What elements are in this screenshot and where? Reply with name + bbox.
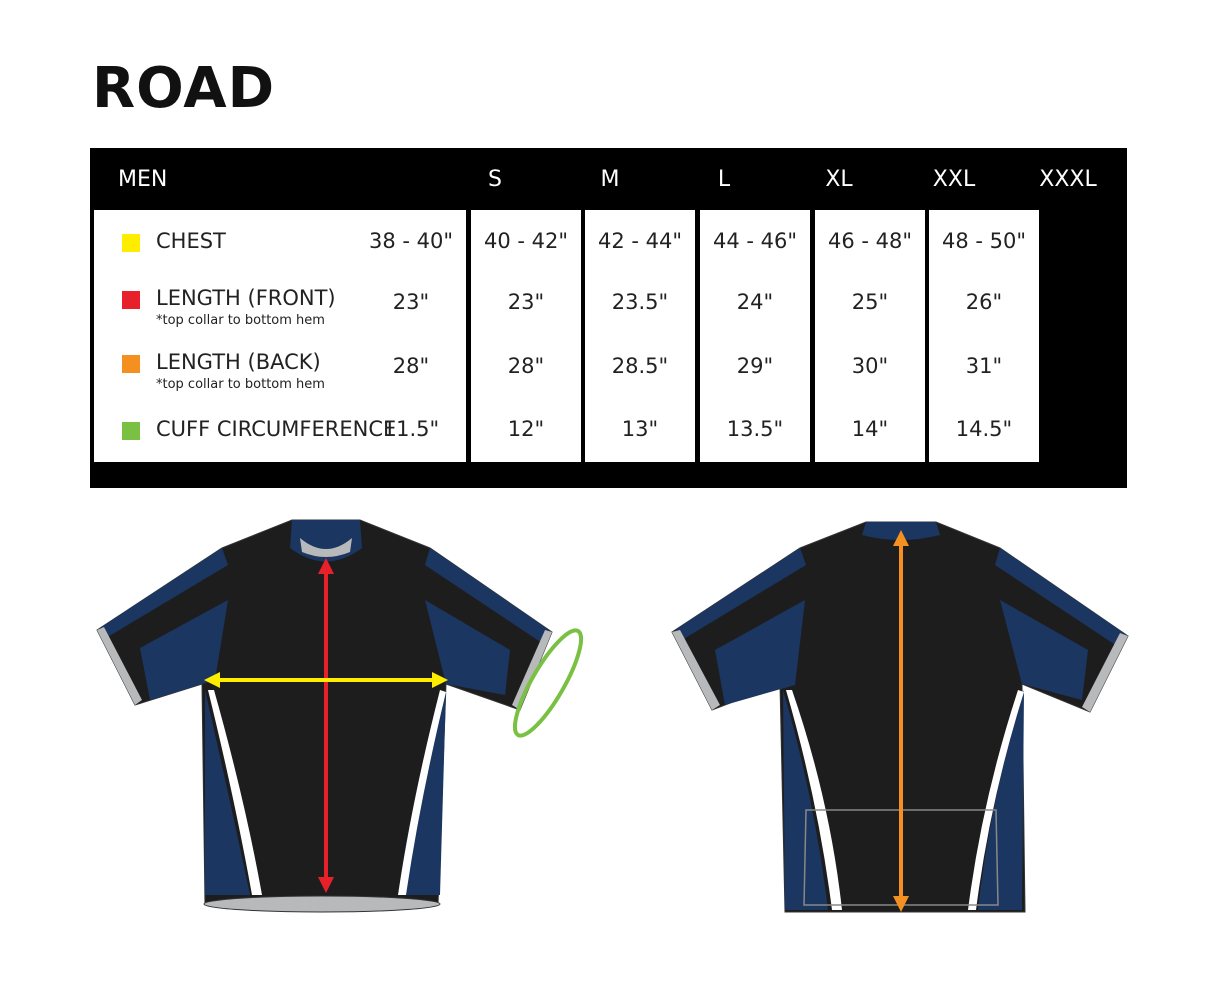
- size-column: [929, 210, 1039, 462]
- row-label-text: LENGTH (FRONT): [156, 286, 336, 310]
- header-men: MEN: [118, 167, 168, 192]
- size-value: 40 - 42": [483, 229, 569, 253]
- size-value: 12": [507, 417, 545, 441]
- size-column: [585, 210, 695, 462]
- size-value: 38 - 40": [368, 229, 454, 253]
- size-value: 28": [392, 354, 430, 378]
- size-value: 23.5": [611, 290, 669, 314]
- table-body: CHEST 38 - 40" 40 - 42" 42 - 44" 44 - 46" 46 …: [94, 210, 1125, 462]
- size-value: 13.5": [726, 417, 784, 441]
- legend-swatch: [122, 234, 140, 252]
- size-value: 46 - 48": [827, 229, 913, 253]
- header-size: XXL: [932, 167, 976, 192]
- size-value: 14.5": [955, 417, 1013, 441]
- size-value: 44 - 46": [712, 229, 798, 253]
- size-chart-table: MEN CHEST 38 - 40" 40 - 42" 42 - 44" 44 - 46…: [90, 148, 1127, 488]
- legend-swatch: [122, 422, 140, 440]
- size-value: 48 - 50": [941, 229, 1027, 253]
- row-label-text: CHEST: [156, 229, 226, 253]
- size-value: 11.5": [382, 417, 440, 441]
- size-value: 23": [507, 290, 545, 314]
- size-value: 23": [392, 290, 430, 314]
- size-column: [356, 210, 466, 462]
- size-column: [700, 210, 810, 462]
- size-value: 26": [965, 290, 1003, 314]
- size-value: 42 - 44": [597, 229, 683, 253]
- size-value: 28.5": [611, 354, 669, 378]
- back-jersey: [671, 521, 1129, 913]
- page-title: ROAD: [92, 56, 276, 121]
- legend-swatch: [122, 355, 140, 373]
- row-label-text: CUFF CIRCUMFERENCE: [156, 417, 397, 441]
- cuff-arrow: [512, 628, 584, 738]
- row-note: *top collar to bottom hem: [156, 377, 325, 392]
- size-value: 25": [851, 290, 889, 314]
- size-value: 31": [965, 354, 1003, 378]
- row-label-text: LENGTH (BACK): [156, 350, 321, 374]
- header-size: S: [488, 167, 502, 192]
- header-size: XL: [825, 167, 853, 192]
- size-column: [815, 210, 925, 462]
- legend-swatch: [122, 291, 140, 309]
- header-size: XXXL: [1039, 167, 1097, 192]
- header-size: M: [600, 167, 620, 192]
- size-value: 29": [736, 354, 774, 378]
- size-value: 30": [851, 354, 889, 378]
- size-value: 24": [736, 290, 774, 314]
- header-size: L: [717, 167, 731, 192]
- size-value: 28": [507, 354, 545, 378]
- size-column: [471, 210, 581, 462]
- front-jersey: [96, 519, 584, 913]
- size-value: 13": [621, 417, 659, 441]
- size-value: 14": [851, 417, 889, 441]
- row-note: *top collar to bottom hem: [156, 313, 325, 328]
